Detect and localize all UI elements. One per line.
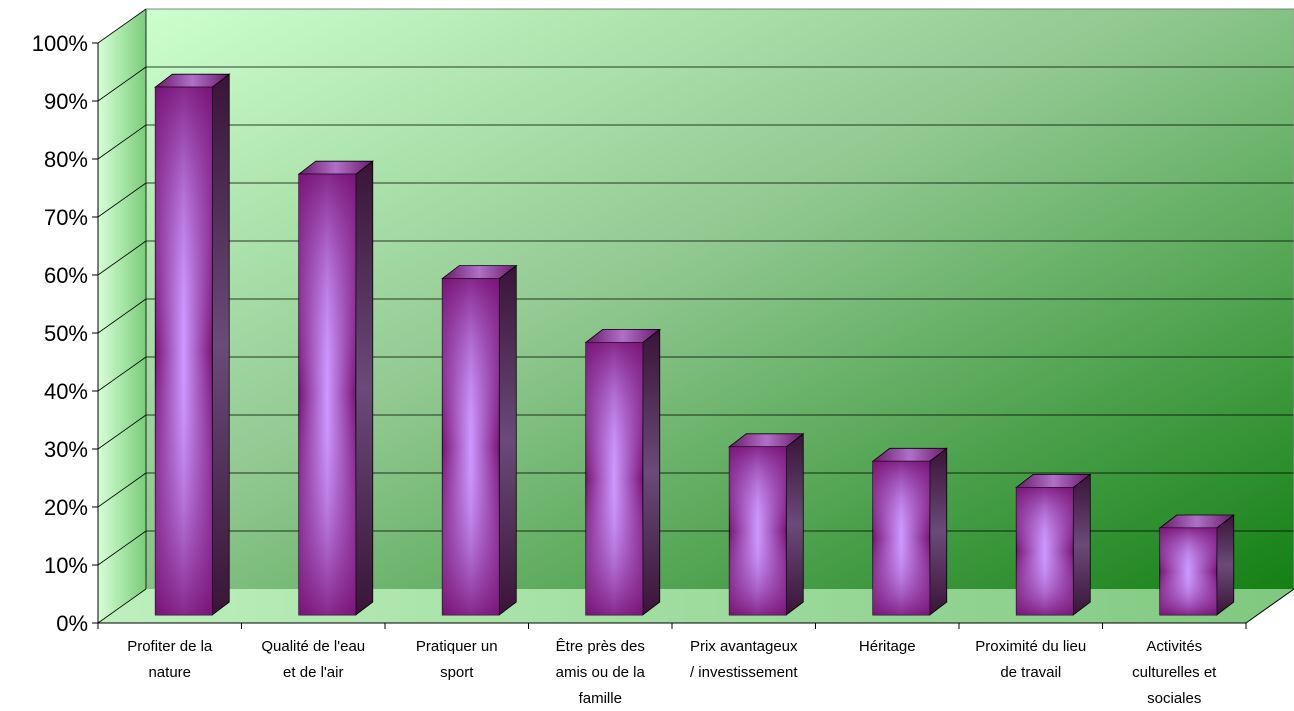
- bar-side: [1072, 473, 1091, 616]
- x-tick-label-line: famille: [579, 690, 622, 706]
- bar-front-shade: [298, 174, 356, 615]
- bar-front-shade: [585, 342, 643, 615]
- bar: [297, 160, 374, 616]
- gridline-side: [97, 182, 147, 218]
- bar-front-shade: [1159, 528, 1217, 615]
- bar-side: [355, 160, 374, 616]
- chart-labels: 0% 10% 20% 30% 40% 50% 60% 70% 80% 90% 100% Profite…: [32, 31, 1217, 707]
- x-tick-label-line: Héritage: [859, 638, 916, 655]
- x-tick-label-line: Prix avantageux: [690, 638, 798, 655]
- x-tick-label-line: amis ou de la: [556, 664, 646, 681]
- x-tick-label: Activités culturelles et sociales: [1132, 638, 1217, 706]
- bar-front-shade: [872, 461, 930, 615]
- y-tick-label: 40%: [44, 379, 88, 404]
- x-tick-label: Être près des amis ou de la famille: [556, 638, 646, 706]
- gridline-side: [97, 472, 147, 508]
- x-tick-label-line: Être près des: [556, 638, 645, 655]
- x-tick-label-line: culturelles et: [1132, 664, 1217, 681]
- chart-axes: [92, 42, 1294, 629]
- x-tick-label: Proximité du lieu de travail: [975, 638, 1086, 681]
- x-tick-label-line: nature: [148, 664, 191, 681]
- x-tick-label: Prix avantageux / investissement: [690, 638, 798, 681]
- y-tick-label: 90%: [44, 89, 88, 114]
- y-tick-label: 60%: [44, 263, 88, 288]
- y-tick-label: 80%: [44, 147, 88, 172]
- gridline-side: [97, 588, 147, 624]
- floor-edge: [1245, 588, 1294, 624]
- x-tick-label-line: et de l'air: [283, 664, 343, 681]
- y-tick-label: 50%: [44, 321, 88, 346]
- x-tick-label-line: Qualité de l'eau: [261, 638, 365, 655]
- gridline-side: [97, 414, 147, 450]
- bar-side: [211, 73, 230, 616]
- x-tick-label-line: sociales: [1147, 690, 1201, 706]
- y-tick-label: 70%: [44, 205, 88, 230]
- bar-front-shade: [1016, 487, 1074, 615]
- chart-bars: [154, 73, 1235, 616]
- bar: [728, 432, 805, 616]
- y-tick-label: 20%: [44, 495, 88, 520]
- gridline-side: [97, 530, 147, 566]
- x-tick-label-line: Proximité du lieu: [975, 638, 1086, 655]
- x-tick-label-line: Activités: [1146, 638, 1202, 655]
- bar-side: [785, 432, 804, 616]
- bar-front-shade: [442, 278, 500, 615]
- bar-side: [498, 264, 517, 616]
- x-tick-label: Profiter de la nature: [127, 638, 213, 681]
- bar: [1015, 473, 1092, 616]
- bar-side: [929, 447, 948, 616]
- x-tick-label-line: de travail: [1000, 664, 1061, 681]
- x-tick-label: Pratiquer un sport: [416, 638, 498, 681]
- bar: [1158, 514, 1235, 616]
- x-tick-label: Héritage: [859, 638, 916, 655]
- y-tick-label: 10%: [44, 553, 88, 578]
- bar: [441, 264, 518, 616]
- y-tick-label: 30%: [44, 437, 88, 462]
- x-tick-label-line: / investissement: [690, 664, 798, 681]
- gridline-side: [97, 298, 147, 334]
- x-tick-label-line: Profiter de la: [127, 638, 213, 655]
- x-tick-label-line: Pratiquer un: [416, 638, 498, 655]
- x-tick-label-line: sport: [440, 664, 474, 681]
- bar-side: [642, 328, 661, 616]
- gridline-side: [97, 66, 147, 102]
- gridline-side: [97, 240, 147, 276]
- y-tick-label: 0%: [56, 611, 88, 636]
- gridline-side: [97, 356, 147, 392]
- bar: [584, 328, 661, 616]
- floor: [98, 589, 1294, 623]
- bar-front-shade: [729, 446, 787, 615]
- bar-side: [1216, 514, 1235, 616]
- x-tick-label: Qualité de l'eau et de l'air: [261, 638, 365, 681]
- bar: [154, 73, 231, 616]
- bar-front-shade: [155, 87, 213, 615]
- gridline-side: [97, 124, 147, 160]
- bar: [871, 447, 948, 616]
- y-tick-label: 100%: [32, 31, 88, 56]
- gridline-side: [97, 8, 147, 44]
